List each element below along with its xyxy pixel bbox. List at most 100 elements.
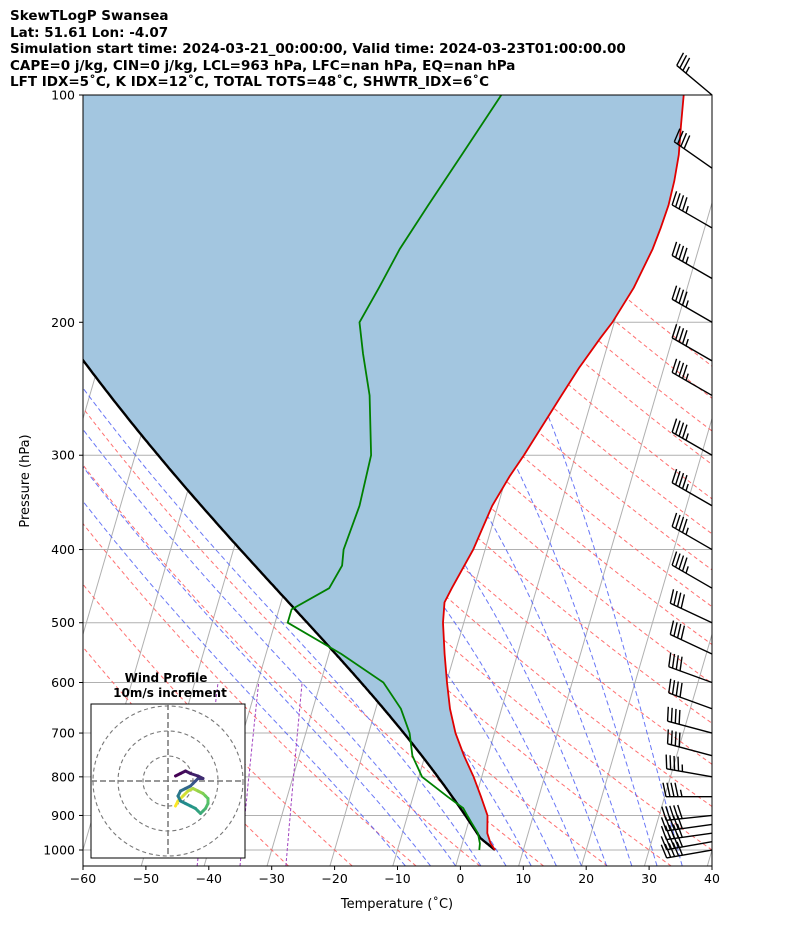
barb-flag	[674, 420, 681, 435]
barb-flag	[674, 360, 681, 375]
barb-flag	[671, 324, 678, 339]
moist-adiabat	[83, 428, 457, 866]
barb-flag	[668, 824, 676, 839]
wind-barb	[671, 468, 713, 507]
barb-flag	[671, 241, 678, 256]
barb-flag	[679, 55, 688, 69]
barb-flag	[673, 622, 678, 637]
barb-flag	[680, 594, 686, 609]
barb-flag	[678, 732, 681, 747]
barb-flag	[669, 589, 675, 604]
wind-barbs	[660, 52, 713, 859]
mixing-ratio-line	[239, 682, 260, 866]
wind-barb	[666, 706, 713, 734]
barb-shaft	[667, 743, 713, 757]
wind-barb	[676, 52, 713, 96]
barb-flag	[679, 682, 683, 698]
hodograph-title: Wind Profile	[125, 671, 208, 685]
x-tick-label: 40	[704, 871, 720, 886]
wind-barb	[671, 324, 713, 362]
barb-flag	[671, 512, 678, 527]
isotherm	[581, 416, 712, 866]
dry-adiabat	[83, 464, 481, 866]
x-tick-label: −10	[384, 871, 410, 886]
barb-flag	[661, 806, 667, 821]
barb-shaft	[671, 337, 713, 362]
moist-adiabat	[83, 387, 482, 866]
location-line: Lat: 51.61 Lon: -4.07	[10, 24, 169, 41]
barb-flag	[683, 135, 691, 149]
y-tick-label: 100	[51, 88, 75, 103]
x-tick-label: 20	[578, 871, 594, 886]
wind-barb	[671, 285, 713, 323]
barb-flag	[674, 731, 677, 746]
x-tick-label: −60	[70, 871, 96, 886]
barb-flag	[671, 285, 678, 300]
time-line: Simulation start time: 2024-03-21_00:00:…	[10, 41, 626, 57]
barb-flag	[681, 424, 688, 439]
cape-line: CAPE=0 j/kg, CIN=0 j/kg, LCL=963 hPa, LF…	[10, 57, 516, 74]
isotherm	[643, 632, 712, 866]
barb-flag	[671, 551, 678, 566]
wind-barb	[662, 782, 712, 798]
barb-shaft	[670, 633, 713, 655]
dry-adiabat	[308, 95, 712, 466]
x-tick-label: 0	[456, 871, 464, 886]
wind-barb	[671, 551, 713, 589]
barb-flag	[680, 132, 688, 147]
dry-adiabat	[83, 583, 353, 866]
barb-flag	[669, 755, 672, 770]
barb-flag	[676, 592, 682, 607]
moist-adiabat	[162, 95, 633, 866]
hodograph-trace	[174, 769, 210, 815]
barb-shaft	[666, 768, 713, 778]
barb-flag	[678, 709, 681, 725]
barb-half-flag	[685, 66, 690, 74]
barb-shaft	[671, 204, 713, 229]
barb-flag	[666, 782, 671, 797]
x-tick-label: −20	[321, 871, 347, 886]
y-tick-label: 300	[51, 448, 75, 463]
parcel-profile-line	[83, 358, 496, 851]
barb-shaft	[670, 602, 713, 624]
barb-flag	[677, 756, 680, 771]
barb-flag	[665, 754, 668, 769]
barb-flag	[671, 680, 676, 695]
barb-flag	[666, 706, 669, 722]
y-tick-label: 500	[51, 615, 75, 630]
hodograph-subtitle: 10m/s increment	[113, 686, 227, 700]
barb-flag	[676, 823, 683, 838]
barb-flag	[674, 782, 679, 797]
barb-shaft	[668, 666, 713, 684]
wind-barb	[669, 589, 713, 624]
barb-flag	[671, 653, 676, 669]
wind-barb	[669, 620, 713, 655]
wind-barb	[665, 754, 713, 778]
wind-barb	[671, 418, 713, 456]
barb-flag	[676, 130, 684, 145]
barb-flag	[681, 557, 688, 572]
chart-title: SkewTLogP Swansea	[10, 8, 169, 24]
barb-flag	[674, 553, 681, 568]
barb-flag	[660, 825, 668, 840]
wind-barb	[671, 191, 713, 229]
barb-shaft	[673, 141, 713, 169]
chart-header: SkewTLogP Swansea Lat: 51.61 Lon: -4.07 …	[10, 8, 626, 91]
y-tick-label: 200	[51, 315, 75, 330]
barb-half-flag	[685, 527, 689, 535]
barb-flag	[676, 623, 682, 639]
barb-flag	[674, 326, 681, 341]
barb-shaft	[671, 371, 713, 397]
isotherm	[770, 95, 794, 866]
barb-flag	[660, 836, 668, 850]
barb-flag	[671, 418, 678, 433]
moist-adiabat	[83, 500, 406, 866]
barb-flag	[673, 755, 676, 771]
profiles	[83, 95, 685, 851]
x-tick-label: 30	[641, 871, 657, 886]
moist-adiabat	[94, 95, 608, 866]
barb-flag	[681, 330, 688, 345]
barb-flag	[660, 817, 668, 832]
barb-flag	[668, 678, 672, 694]
